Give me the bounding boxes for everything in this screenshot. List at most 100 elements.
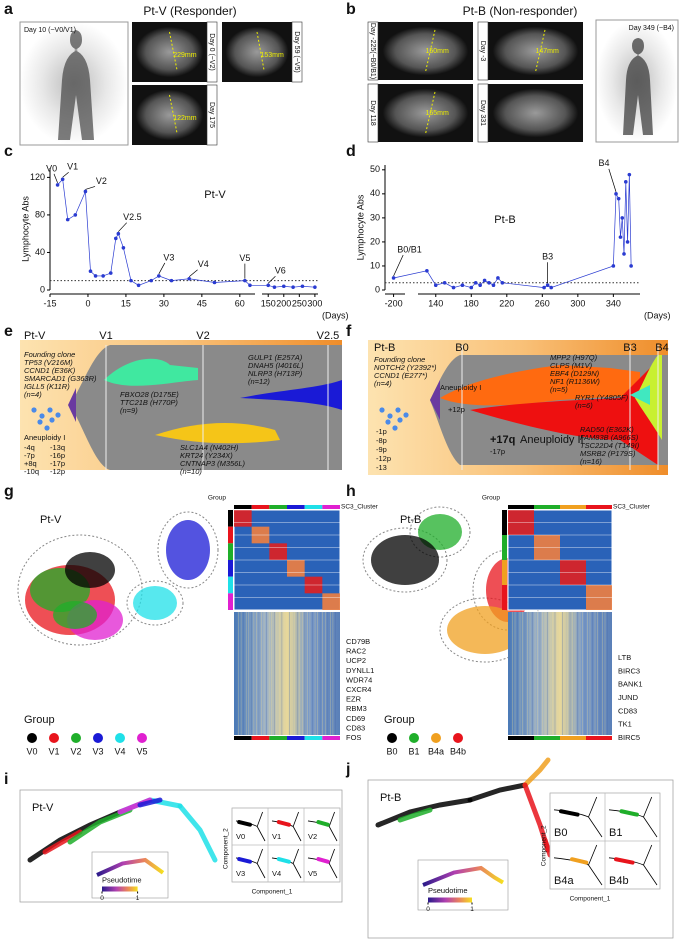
data-point <box>114 236 118 241</box>
mini-label: V4 <box>272 869 281 878</box>
label: Aneuploidy I <box>440 383 481 392</box>
label: Aneuploidy II <box>520 434 584 446</box>
scan-label-box <box>367 83 379 143</box>
group-strip <box>228 560 233 577</box>
label: +8q <box>24 459 37 468</box>
fish-clone-yellow <box>155 423 280 444</box>
legend-swatch <box>431 733 441 743</box>
x-axis-label: (Days) <box>322 310 349 320</box>
gene-label: DYNLL1 <box>346 666 374 675</box>
data-point <box>618 235 623 239</box>
legend-swatch <box>387 733 397 743</box>
x-axis-label: Component_1 <box>252 889 293 896</box>
label: Founding clone <box>24 350 75 359</box>
annotation-arrow <box>53 173 58 184</box>
label: -8p <box>376 436 387 445</box>
panel-letter: b <box>346 1 356 18</box>
cluster-strip <box>586 505 612 509</box>
gene-label: FOS <box>346 733 361 742</box>
y-tick-label: 80 <box>35 209 45 219</box>
annotation: V1 <box>67 162 78 172</box>
fish-clone-aneuploidy <box>68 388 76 422</box>
cell-cloud <box>133 586 177 620</box>
label: Day 10 (~V0/V1) <box>24 27 76 34</box>
ct-scan-body <box>382 88 469 138</box>
label: SC3_Cluster <box>613 504 651 511</box>
legend-swatch <box>409 733 419 743</box>
trajectory <box>42 829 83 855</box>
annotation: B0/B1 <box>397 244 422 254</box>
panel-title: Pt-V (Responder) <box>143 4 236 18</box>
trajectory <box>137 797 163 808</box>
legend-label: V0 <box>26 746 37 756</box>
legend-label: V2 <box>70 746 81 756</box>
measure-line <box>425 91 436 135</box>
cell-icon <box>44 425 50 431</box>
data-point <box>272 285 277 289</box>
fish-clone-red <box>470 360 658 465</box>
label: (n=9) <box>120 406 138 415</box>
data-point <box>451 285 456 290</box>
timepoint: V2 <box>196 330 209 342</box>
label: 155mm <box>426 110 450 117</box>
cell-icon <box>37 419 43 425</box>
cluster-strip <box>322 505 340 509</box>
x-tick-label: 220 <box>499 298 514 308</box>
fish-clone-blue <box>240 380 342 410</box>
legend-swatch <box>453 733 463 743</box>
cell-icon <box>387 413 393 419</box>
x-tick-label: 15 <box>121 298 131 308</box>
legend-label: B4b <box>450 746 466 756</box>
series-line <box>393 174 632 288</box>
trajectory <box>375 797 473 828</box>
label: -4q <box>24 443 35 452</box>
label: RAD50 (E362K) <box>580 425 634 434</box>
cell-cloud <box>371 535 439 585</box>
label: (n=6) <box>575 401 593 410</box>
label: SMARCAD1 (G363R) <box>24 374 97 383</box>
group-strip <box>322 736 340 740</box>
annotation: V3 <box>163 252 174 262</box>
label: Day 349 (~B4) <box>629 25 674 32</box>
data-point <box>101 274 105 278</box>
colorbar-label: 1 <box>136 895 140 902</box>
data-point <box>487 280 491 285</box>
data-point <box>442 280 447 285</box>
label: NLRP3 (H713P) <box>248 369 303 378</box>
label: -1p <box>376 427 387 436</box>
legend-label: V4 <box>114 746 125 756</box>
mini-cells <box>316 857 330 864</box>
legend-swatch <box>27 733 37 743</box>
mini-cell <box>604 840 661 890</box>
label: CCND1 (E277*) <box>374 371 428 380</box>
group-strip <box>508 736 534 740</box>
panel-letter: j <box>345 761 350 778</box>
cluster-outline <box>409 506 471 558</box>
heat-block <box>322 593 340 610</box>
label: GULP1 (E257A) <box>248 353 303 362</box>
label: EBF4 (D129N) <box>550 369 600 378</box>
panel-letter: e <box>4 323 13 340</box>
annotation: V5 <box>239 253 250 263</box>
cluster-strip <box>508 505 534 509</box>
mini-cells <box>316 820 330 827</box>
pseudotime-trajectory <box>96 857 165 877</box>
group-strip <box>502 585 507 610</box>
mini-cells <box>570 857 589 865</box>
label: Day 118 <box>369 100 376 126</box>
y-tick-label: 20 <box>370 236 380 246</box>
data-point <box>83 189 88 194</box>
mini-cells <box>237 857 252 864</box>
annotation-arrow <box>118 222 127 232</box>
data-point <box>313 285 317 289</box>
y-axis-label: Component_2 <box>223 828 230 869</box>
legend-label: V1 <box>48 746 59 756</box>
data-point <box>300 284 305 289</box>
colorbar-label: 0 <box>100 895 104 902</box>
label: CCND1 (E36K) <box>24 366 76 375</box>
legend-swatch <box>49 733 59 743</box>
data-point <box>545 283 550 287</box>
group-strip <box>228 526 233 544</box>
data-point <box>93 274 98 278</box>
group-strip <box>251 736 270 740</box>
